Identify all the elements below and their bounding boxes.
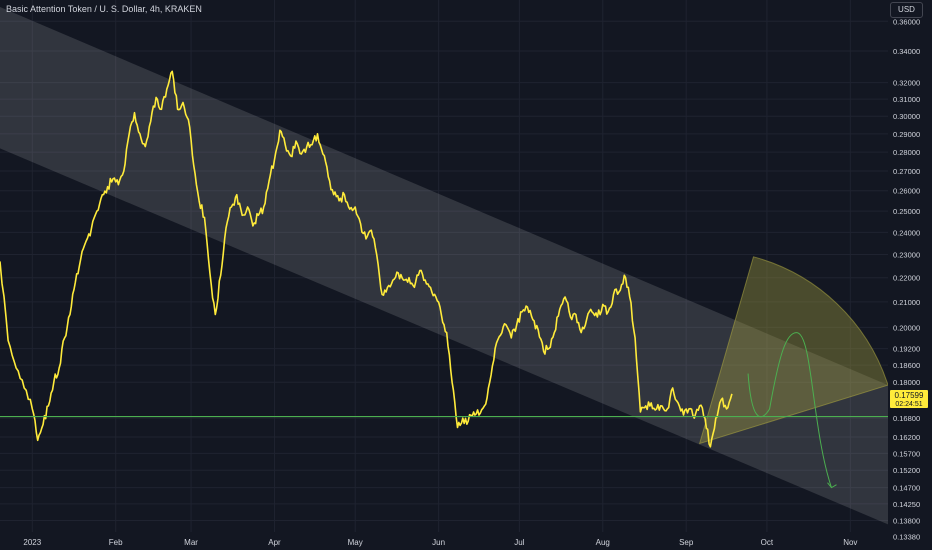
y-tick-label: 0.19200 — [893, 345, 920, 354]
y-tick-label: 0.30000 — [893, 112, 920, 121]
y-tick-label: 0.20000 — [893, 323, 920, 332]
price-axis-background — [888, 0, 932, 550]
y-tick-label: 0.14700 — [893, 484, 920, 493]
x-tick-label: Jun — [432, 538, 445, 547]
chart-grid — [0, 0, 888, 538]
y-tick-label: 0.34000 — [893, 47, 920, 56]
parallel-channel[interactable] — [0, 6, 888, 525]
price-badge-value: 0.17599 — [895, 391, 924, 400]
price-badge-countdown: 02:24:51 — [895, 401, 922, 408]
price-series — [0, 70, 733, 448]
y-tick-label: 0.18000 — [893, 378, 920, 387]
price-line[interactable] — [0, 70, 733, 448]
x-tick-label: Feb — [109, 538, 123, 547]
y-tick-label: 0.32000 — [893, 79, 920, 88]
x-tick-label: Jul — [514, 538, 524, 547]
x-tick-label: Aug — [596, 538, 610, 547]
y-tick-label: 0.25000 — [893, 207, 920, 216]
x-tick-label: Oct — [761, 538, 774, 547]
y-tick-label: 0.36000 — [893, 17, 920, 26]
time-axis-background — [0, 532, 932, 550]
y-tick-label: 0.13800 — [893, 517, 920, 526]
x-tick-label: Apr — [268, 538, 281, 547]
y-tick-label: 0.28000 — [893, 148, 920, 157]
projection-arrowhead — [827, 482, 837, 489]
projection-fan-zone[interactable] — [698, 256, 889, 445]
symbol-title: Basic Attention Token / U. S. Dollar, 4h… — [6, 4, 202, 14]
y-tick-label: 0.29000 — [893, 130, 920, 139]
x-tick-label: 2023 — [23, 538, 41, 547]
time-axis[interactable]: 2023 Feb Mar Apr May Jun Jul Aug Sep Oct Nov — [23, 538, 857, 547]
price-badge: 0.17599 02:24:51 — [890, 390, 928, 408]
currency-button[interactable]: USD — [890, 2, 923, 18]
x-tick-label: Nov — [843, 538, 857, 547]
drawing-overlays — [0, 6, 889, 525]
y-tick-label: 0.15700 — [893, 449, 920, 458]
x-tick-label: May — [348, 538, 363, 547]
y-tick-label: 0.23000 — [893, 251, 920, 260]
y-tick-label: 0.14250 — [893, 500, 920, 509]
y-tick-label: 0.31000 — [893, 95, 920, 104]
y-tick-label: 0.16800 — [893, 414, 920, 423]
x-tick-label: Sep — [679, 538, 694, 547]
y-tick-label: 0.24000 — [893, 228, 920, 237]
y-tick-label: 0.16200 — [893, 433, 920, 442]
y-tick-label: 0.18600 — [893, 361, 920, 370]
y-tick-label: 0.15200 — [893, 466, 920, 475]
x-tick-label: Mar — [184, 538, 198, 547]
y-tick-label: 0.26000 — [893, 187, 920, 196]
y-tick-label: 0.22000 — [893, 274, 920, 283]
y-tick-label: 0.13380 — [893, 533, 920, 542]
price-badge-box — [890, 390, 928, 408]
y-tick-label: 0.27000 — [893, 167, 920, 176]
y-tick-label: 0.21000 — [893, 298, 920, 307]
price-axis[interactable]: 0.36000 0.34000 0.32000 0.31000 0.30000 0.290… — [893, 17, 920, 541]
